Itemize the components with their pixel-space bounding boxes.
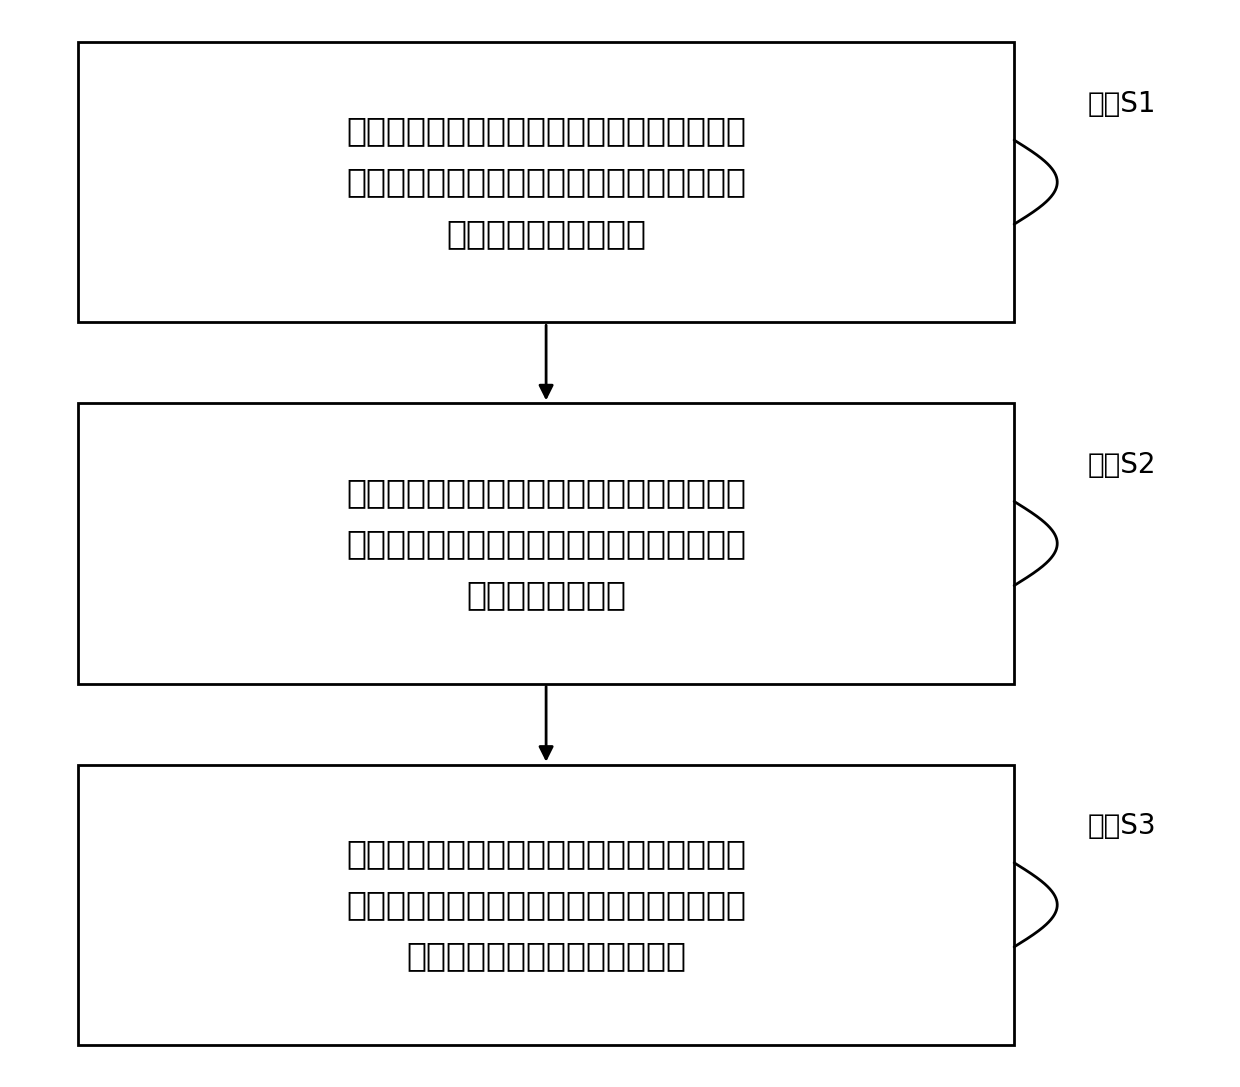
FancyBboxPatch shape — [78, 403, 1014, 684]
Text: 预先设置掘进机的各项参数对应的预警策略，
并预先设置组合参数信息及组合参数信息中各
项参数之间的预警关系: 预先设置掘进机的各项参数对应的预警策略， 并预先设置组合参数信息及组合参数信息中… — [346, 114, 746, 250]
Text: 步骤S2: 步骤S2 — [1087, 451, 1157, 479]
Text: 根据预警结果及预警关系确定组合参数信息对
应的组合预警结果，并在组合预警结果满足组
合预警触发条件时触发组合预警: 根据预警结果及预警关系确定组合参数信息对 应的组合预警结果，并在组合预警结果满足… — [346, 837, 746, 973]
Text: 步骤S3: 步骤S3 — [1087, 812, 1157, 840]
FancyBboxPatch shape — [78, 764, 1014, 1045]
FancyBboxPatch shape — [78, 42, 1014, 323]
Text: 在系统实时远程监控掘进机的各项参数的过程
中，根据预警策略对应确定组合参数信息中各
项参数的预警结果: 在系统实时远程监控掘进机的各项参数的过程 中，根据预警策略对应确定组合参数信息中… — [346, 476, 746, 611]
Text: 步骤S1: 步骤S1 — [1087, 89, 1157, 117]
